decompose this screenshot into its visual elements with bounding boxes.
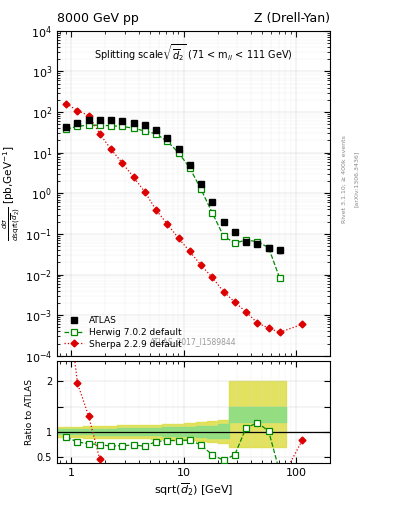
Legend: ATLAS, Herwig 7.0.2 default, Sherpa 2.2.9 default: ATLAS, Herwig 7.0.2 default, Sherpa 2.2.… bbox=[61, 313, 184, 351]
Text: [arXiv:1306.3436]: [arXiv:1306.3436] bbox=[354, 151, 359, 207]
Text: Splitting scale$\sqrt{\overline{d}_2}$ (71 < m$_{ll}$ < 111 GeV): Splitting scale$\sqrt{\overline{d}_2}$ (… bbox=[94, 42, 293, 63]
X-axis label: sqrt($\overline{d}_2$) [GeV]: sqrt($\overline{d}_2$) [GeV] bbox=[154, 481, 233, 498]
Text: Z (Drell-Yan): Z (Drell-Yan) bbox=[254, 12, 330, 25]
Y-axis label: $\frac{d\sigma}{d\mathrm{sqrt}(\overline{d}_2)}$ [pb,GeV$^{-1}$]: $\frac{d\sigma}{d\mathrm{sqrt}(\overline… bbox=[0, 145, 22, 241]
Text: ATLAS_2017_I1589844: ATLAS_2017_I1589844 bbox=[150, 337, 237, 346]
Text: 8000 GeV pp: 8000 GeV pp bbox=[57, 12, 139, 25]
Y-axis label: Ratio to ATLAS: Ratio to ATLAS bbox=[25, 379, 34, 445]
Text: Rivet 3.1.10; ≥ 400k events: Rivet 3.1.10; ≥ 400k events bbox=[342, 135, 347, 223]
